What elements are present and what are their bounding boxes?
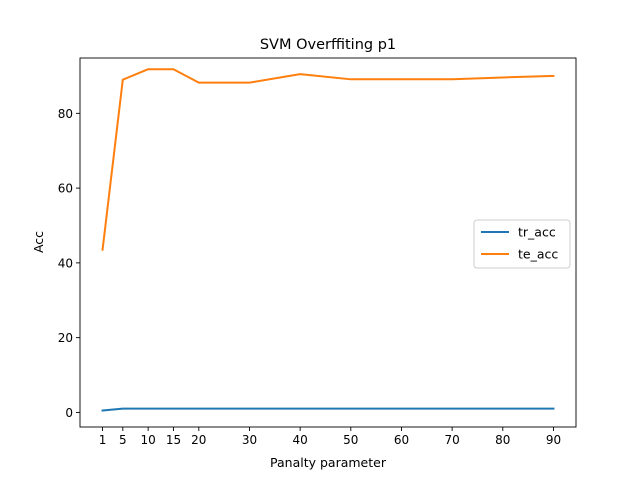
y-tick-label: 20 <box>58 331 73 345</box>
x-tick-label: 50 <box>343 433 358 447</box>
x-tick-label: 15 <box>166 433 181 447</box>
x-tick-label: 1 <box>99 433 107 447</box>
x-tick-label: 30 <box>242 433 257 447</box>
y-axis-label: Acc <box>31 231 46 253</box>
x-tick-label: 20 <box>191 433 206 447</box>
y-tick-label: 60 <box>58 182 73 196</box>
axes-frame <box>79 57 577 428</box>
y-tick-label: 80 <box>58 107 73 121</box>
plot-area: 1 5 10 15 20 30 40 50 60 70 80 90 0 20 40 60 80 <box>58 57 577 447</box>
x-axis-label: Panalty parameter <box>270 455 387 470</box>
x-tick-label: 80 <box>495 433 510 447</box>
x-tick-label: 10 <box>141 433 156 447</box>
legend-label-te-acc: te_acc <box>518 247 558 262</box>
series-line-te-acc <box>101 68 555 251</box>
x-tick-label: 90 <box>546 433 561 447</box>
x-tick-label: 40 <box>292 433 307 447</box>
x-tick-label: 70 <box>444 433 459 447</box>
x-tick-label: 5 <box>119 433 127 447</box>
y-tick-label: 0 <box>65 406 73 420</box>
y-tick-label: 40 <box>58 256 73 270</box>
chart-title: SVM Overffiting p1 <box>260 37 396 53</box>
x-tick-label: 60 <box>394 433 409 447</box>
series-line-tr-acc <box>101 407 555 412</box>
legend-label-tr-acc: tr_acc <box>518 225 556 240</box>
legend: tr_acc te_acc <box>473 219 571 269</box>
